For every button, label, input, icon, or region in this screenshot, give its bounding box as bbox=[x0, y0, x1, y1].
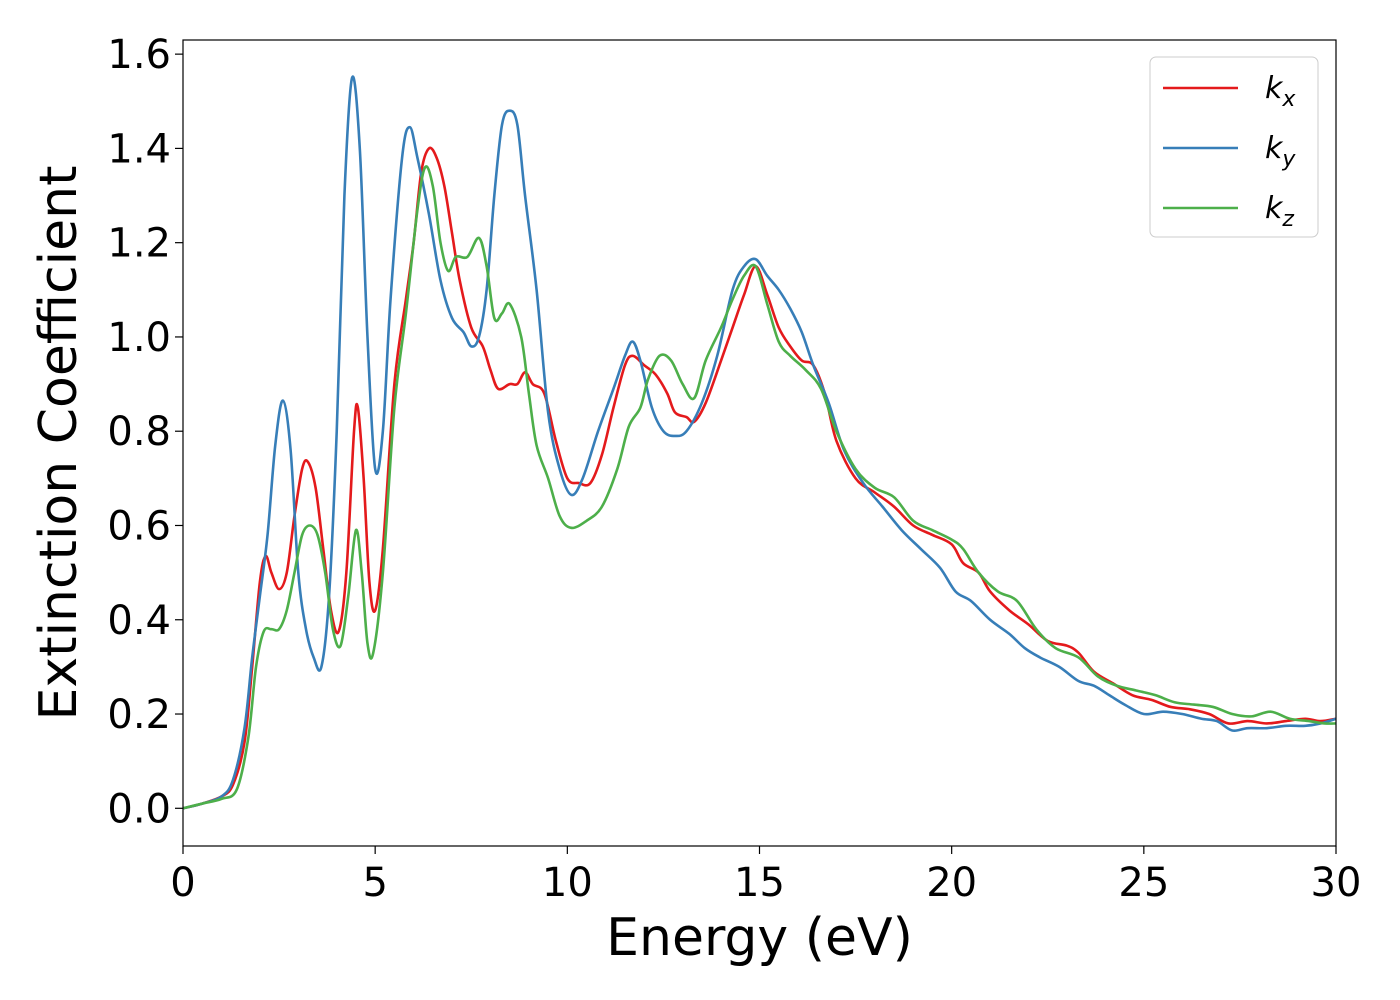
y-tick-label: 0.6 bbox=[107, 503, 171, 549]
x-tick-label: 25 bbox=[1118, 860, 1169, 906]
series-line-kx bbox=[183, 146, 1336, 810]
y-tick-label: 0.4 bbox=[107, 598, 171, 644]
x-tick-label: 30 bbox=[1311, 860, 1362, 906]
x-axis-ticks: 0 5 10 15 20 25 30 bbox=[170, 846, 1361, 906]
legend-label-kx: kx bbox=[1265, 71, 1296, 112]
y-tick-label: 1.2 bbox=[107, 221, 171, 267]
y-tick-label: 0.2 bbox=[107, 692, 171, 738]
y-axis-label: Extinction Coefficient bbox=[29, 166, 89, 721]
y-tick-label: 0.8 bbox=[107, 409, 171, 455]
legend-label-kz: kz bbox=[1265, 191, 1294, 232]
x-tick-label: 15 bbox=[734, 860, 785, 906]
x-tick-label: 20 bbox=[926, 860, 977, 906]
y-axis-ticks: 0.0 0.2 0.4 0.6 0.8 1.0 1.2 1.4 1.6 bbox=[107, 32, 183, 832]
legend: kx ky kz bbox=[1149, 56, 1319, 238]
series-line-kz bbox=[183, 165, 1336, 810]
x-tick-label: 0 bbox=[170, 860, 195, 906]
y-tick-label: 1.0 bbox=[107, 315, 171, 361]
x-tick-label: 10 bbox=[542, 860, 593, 906]
x-axis-label: Energy (eV) bbox=[606, 908, 913, 968]
x-tick-label: 5 bbox=[362, 860, 387, 906]
series-line-ky bbox=[183, 75, 1336, 810]
y-tick-label: 1.6 bbox=[107, 32, 171, 78]
y-tick-label: 0.0 bbox=[107, 786, 171, 832]
legend-label-ky: ky bbox=[1265, 131, 1296, 172]
series-layer bbox=[183, 75, 1336, 810]
y-tick-label: 1.4 bbox=[107, 126, 171, 172]
